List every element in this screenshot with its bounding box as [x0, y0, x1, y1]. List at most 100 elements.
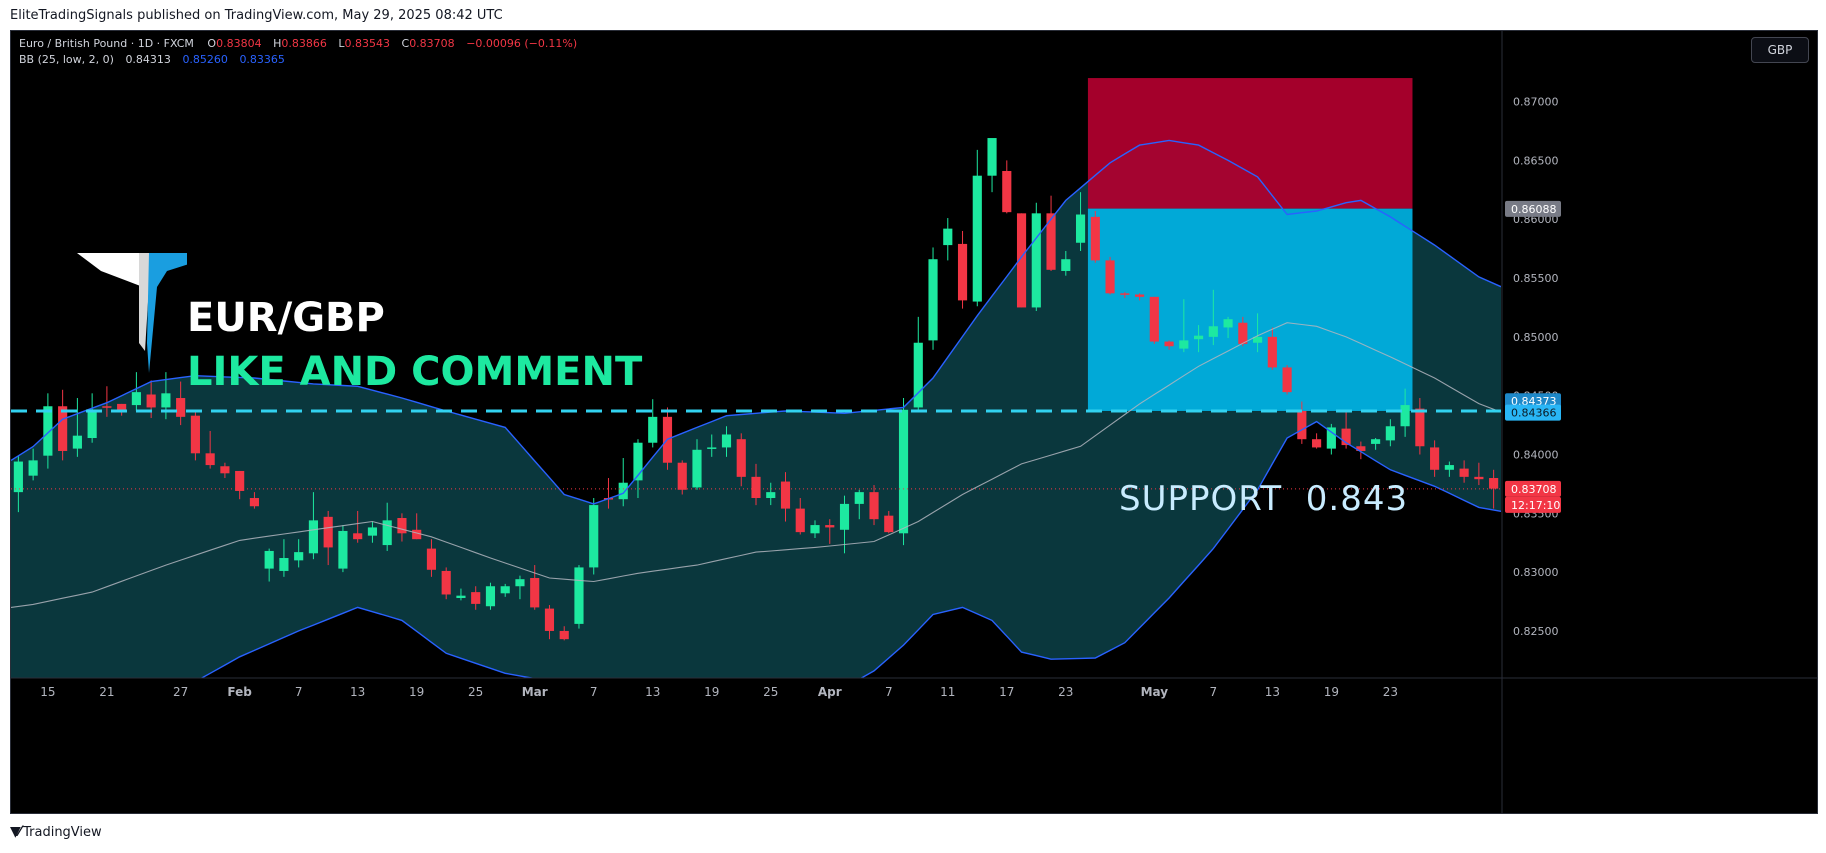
candle-body	[898, 409, 909, 534]
take-profit-zone	[1087, 208, 1413, 411]
candle	[1002, 160, 1012, 214]
candle	[1016, 213, 1027, 308]
candle-body	[1356, 446, 1366, 451]
candle	[618, 458, 628, 507]
y-tick-label: 0.85000	[1513, 331, 1559, 344]
candle	[869, 485, 879, 526]
x-tick-label: Apr	[818, 685, 842, 699]
bb-upper-value: 0.85260	[182, 53, 228, 66]
candle-body	[367, 527, 378, 536]
candle-body	[1430, 447, 1440, 470]
candle	[1282, 365, 1292, 395]
x-tick-label: Mar	[522, 685, 548, 699]
candle	[972, 149, 982, 307]
open-value: 0.83804	[216, 37, 262, 50]
candle-body	[766, 492, 776, 499]
x-tick-label: 25	[468, 685, 483, 699]
candle-body	[456, 595, 466, 599]
candle-body	[515, 579, 525, 587]
x-tick-label: 27	[173, 685, 188, 699]
candle-body	[117, 403, 127, 413]
candle	[987, 138, 997, 193]
bb-label: BB (25, low, 2, 0)	[19, 53, 114, 66]
candle-body	[1444, 465, 1454, 470]
candle	[264, 548, 274, 582]
axes: 0.870000.865000.860000.855000.850000.845…	[11, 31, 1817, 813]
x-tick-label: May	[1141, 685, 1169, 699]
entry-price-label-text: 0.86088	[1511, 203, 1557, 216]
candle-body	[1149, 296, 1159, 342]
candle	[780, 472, 791, 522]
candle	[1120, 292, 1130, 299]
candle	[456, 588, 466, 601]
candle	[1046, 195, 1056, 271]
x-tick-label: Feb	[227, 685, 252, 699]
candle	[1297, 401, 1307, 444]
candle-body	[618, 482, 628, 500]
candle-body	[795, 508, 805, 533]
bb-basis-value: 0.84313	[125, 53, 171, 66]
symbol-legend[interactable]: Euro / British Pound · 1D · FXCM O0.8380…	[19, 37, 579, 50]
candle-body	[1046, 213, 1056, 270]
candle-body	[249, 498, 259, 507]
chart-canvas[interactable]: 0.870000.865000.860000.855000.850000.845…	[11, 31, 1817, 813]
candle	[1489, 469, 1499, 509]
countdown-text: 12:17:10	[1511, 499, 1560, 512]
candle-body	[943, 228, 953, 246]
candle-body	[485, 586, 496, 607]
candle-body	[544, 608, 555, 631]
candle-body	[28, 460, 38, 476]
candle	[559, 626, 569, 641]
candle	[1444, 461, 1454, 477]
x-tick-label: 19	[1324, 685, 1339, 699]
candle	[1194, 325, 1204, 353]
candle	[176, 381, 186, 426]
open-label: O	[207, 37, 217, 50]
x-tick-label: 25	[763, 685, 778, 699]
stop-loss-zone	[1087, 78, 1413, 209]
candle-body	[972, 175, 982, 302]
candle-body	[1385, 426, 1395, 441]
bb-lower-value: 0.83365	[239, 53, 285, 66]
brand-overlay: EUR/GBP LIKE AND COMMENT	[77, 251, 642, 431]
candle-body	[294, 552, 304, 561]
candle-body	[102, 406, 112, 408]
candle-body	[957, 243, 968, 301]
low-label: L	[338, 37, 345, 50]
currency-button[interactable]: GBP	[1751, 37, 1809, 63]
candle-body	[264, 550, 274, 569]
candle	[1459, 460, 1469, 483]
bb-legend[interactable]: BB (25, low, 2, 0) 0.84313 0.85260 0.833…	[19, 53, 287, 66]
candle	[249, 492, 259, 509]
candle-body	[131, 392, 141, 406]
candle-body	[987, 138, 997, 176]
candle	[957, 230, 968, 309]
candle-body	[176, 398, 186, 417]
candle-body	[500, 586, 510, 594]
candle	[1267, 327, 1277, 370]
close-value: 0.83708	[409, 37, 455, 50]
candle-body	[471, 592, 481, 604]
candle-body	[1415, 408, 1425, 447]
candle	[308, 492, 318, 560]
candles	[13, 138, 1499, 641]
candle	[485, 582, 496, 610]
candle	[87, 393, 97, 443]
x-tick-label: 13	[1265, 685, 1280, 699]
candle-body	[1459, 468, 1469, 477]
candle	[220, 462, 230, 479]
candle	[323, 510, 333, 566]
candle-body	[648, 416, 658, 443]
candle	[72, 398, 82, 457]
candle	[397, 513, 407, 542]
candle	[1326, 423, 1336, 455]
countdown-bg	[1505, 496, 1561, 513]
candle-body	[854, 492, 864, 504]
candle-body	[1238, 322, 1248, 344]
candle	[1430, 440, 1440, 477]
candle	[810, 520, 820, 539]
chart-frame[interactable]: 0.870000.865000.860000.855000.850000.845…	[10, 30, 1818, 814]
x-tick-label: 7	[1210, 685, 1218, 699]
candle-body	[1075, 214, 1086, 243]
y-tick-label: 0.83000	[1513, 566, 1559, 579]
